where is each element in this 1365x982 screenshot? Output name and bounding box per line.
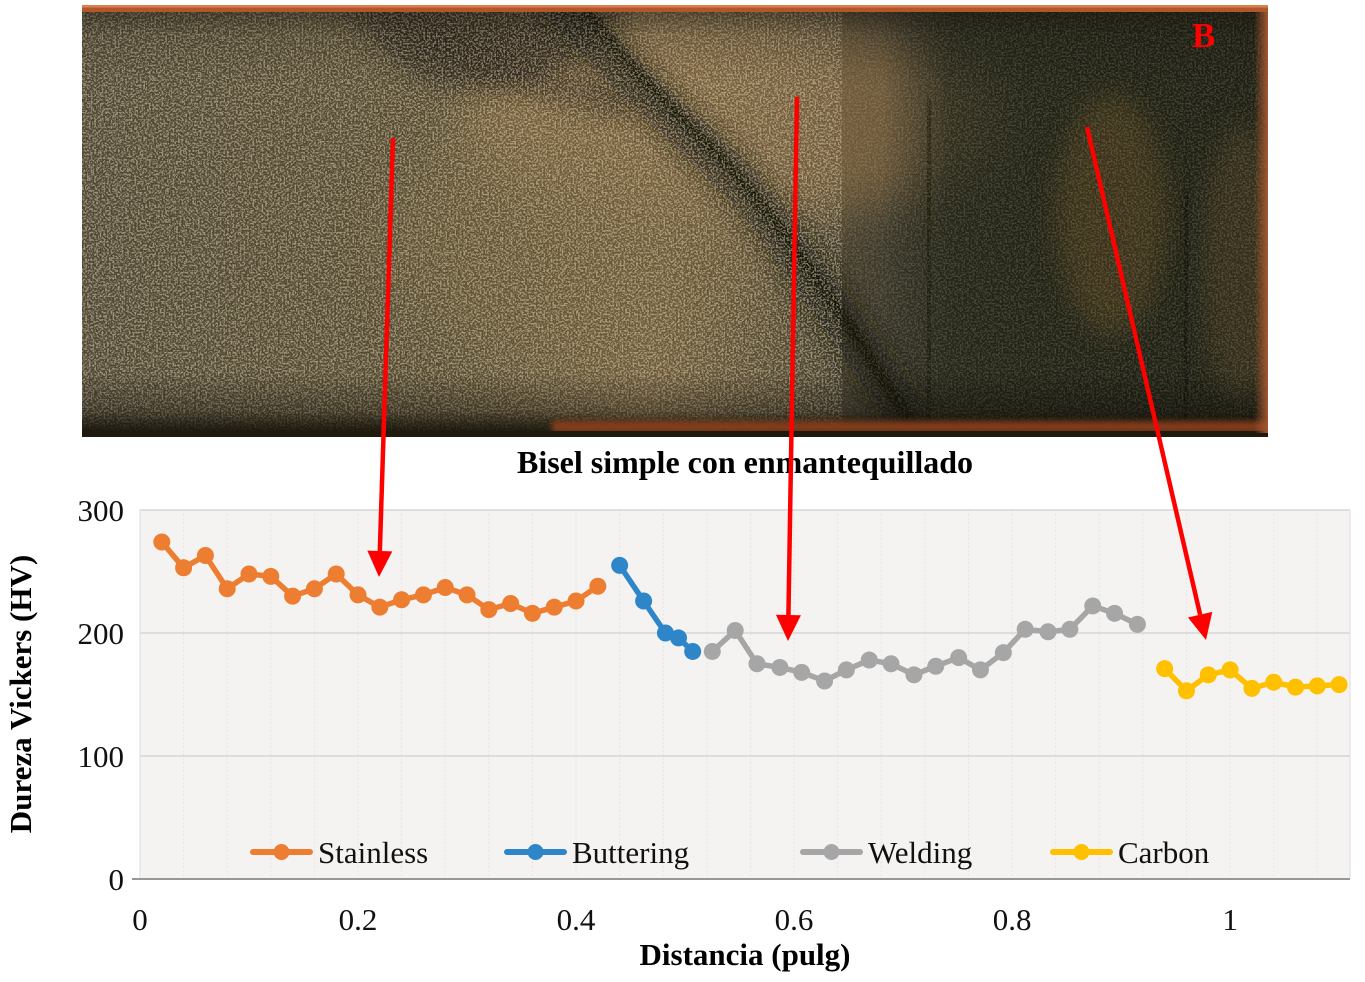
data-point	[1221, 661, 1239, 679]
legend-marker	[823, 844, 840, 860]
legend-label: Carbon	[1118, 835, 1210, 870]
data-point	[748, 655, 766, 673]
data-point	[240, 565, 258, 583]
y-tick-label: 300	[78, 493, 125, 528]
photo-copper-right-edge	[1254, 9, 1268, 433]
x-tick-label: 1	[1222, 902, 1238, 937]
data-point	[656, 624, 674, 642]
data-point	[670, 629, 688, 647]
specimen-photo-art	[82, 0, 1282, 445]
data-point	[1061, 620, 1079, 638]
data-point	[196, 547, 214, 565]
data-point	[218, 580, 236, 598]
data-point	[1106, 604, 1124, 622]
plot-svg: 0 100 200 300 0 0.2 0.4 0.6 0.8 1 Stainless Butteri…	[78, 493, 1351, 937]
data-point	[393, 591, 411, 609]
data-point	[684, 642, 702, 660]
data-point	[950, 649, 968, 667]
data-point	[305, 580, 323, 598]
series-carbon	[1156, 660, 1348, 700]
data-point	[860, 651, 878, 669]
data-point	[1265, 673, 1283, 691]
data-point	[1330, 676, 1348, 694]
legend-marker	[527, 844, 544, 860]
legend-label: Welding	[868, 835, 972, 870]
figure-label-b: B	[1192, 16, 1217, 55]
legend-item-welding: Welding	[800, 835, 972, 870]
specimen-photo	[82, 0, 1282, 445]
legend-marker	[273, 844, 290, 860]
data-point	[726, 622, 744, 640]
x-tick-label: 0.2	[339, 902, 378, 937]
chart-title: Bisel simple con enmantequillado	[516, 444, 974, 480]
legend-item-buttering: Buttering	[504, 835, 689, 870]
data-point	[1016, 620, 1034, 638]
data-point	[458, 586, 476, 604]
data-point	[349, 586, 367, 604]
series-stainless	[153, 533, 607, 622]
x-tick-label: 0	[132, 902, 148, 937]
series-welding	[703, 597, 1146, 690]
data-point	[837, 661, 855, 679]
data-point	[703, 642, 721, 660]
data-point	[1199, 666, 1217, 684]
photo-copper-top-highlight	[82, 5, 1268, 8]
data-point	[153, 533, 171, 551]
data-point	[1308, 677, 1326, 695]
plot-area	[140, 510, 1350, 879]
photo-bottom-edge	[82, 431, 1268, 437]
data-point	[1286, 678, 1304, 696]
x-tick-label: 0.8	[993, 902, 1032, 937]
data-point	[971, 661, 989, 679]
data-point	[262, 567, 280, 585]
data-point	[502, 594, 520, 612]
y-tick-label: 100	[78, 739, 125, 774]
data-point	[1039, 623, 1057, 641]
data-point	[480, 601, 498, 619]
data-point	[816, 672, 834, 690]
data-point	[175, 559, 193, 577]
data-point	[1177, 682, 1195, 700]
x-tick-label: 0.4	[557, 902, 596, 937]
data-point	[927, 657, 945, 675]
data-point	[882, 655, 900, 673]
y-tick-label: 200	[78, 616, 125, 651]
data-point	[1084, 597, 1102, 615]
data-point	[611, 556, 629, 574]
legend-label: Stainless	[318, 835, 428, 870]
data-point	[635, 592, 653, 610]
data-point	[1128, 615, 1146, 633]
data-point	[414, 586, 432, 604]
data-point	[793, 663, 811, 681]
x-tick-labels: 0 0.2 0.4 0.6 0.8 1	[132, 902, 1238, 937]
data-point	[994, 644, 1012, 662]
data-point	[905, 666, 923, 684]
x-tick-label: 0.6	[775, 902, 814, 937]
data-point	[771, 658, 789, 676]
legend: Stainless Buttering Welding Carbon	[250, 835, 1210, 870]
photo-copper-top-edge	[82, 5, 1268, 12]
data-point	[567, 592, 585, 610]
y-axis-title: Dureza Vickers (HV)	[3, 554, 38, 834]
hardness-chart: 0 100 200 300 0 0.2 0.4 0.6 0.8 1 Stainless Butteri…	[0, 440, 1365, 982]
legend-item-carbon: Carbon	[1050, 835, 1210, 870]
data-point	[589, 577, 607, 595]
data-point	[1156, 660, 1174, 678]
data-point	[545, 598, 563, 616]
legend-marker	[1073, 844, 1090, 860]
data-point	[327, 565, 345, 583]
y-tick-label: 0	[109, 862, 125, 897]
data-point	[284, 587, 302, 605]
photo-vertical-shading	[82, 5, 1268, 437]
legend-label: Buttering	[572, 835, 689, 870]
data-point	[436, 578, 454, 596]
y-tick-labels: 0 100 200 300	[78, 493, 125, 897]
x-axis-title: Distancia (pulg)	[639, 937, 851, 972]
legend-item-stainless: Stainless	[250, 835, 428, 870]
data-point	[523, 604, 541, 622]
series-buttering	[611, 556, 702, 660]
data-point	[1243, 679, 1261, 697]
data-point	[371, 598, 389, 616]
